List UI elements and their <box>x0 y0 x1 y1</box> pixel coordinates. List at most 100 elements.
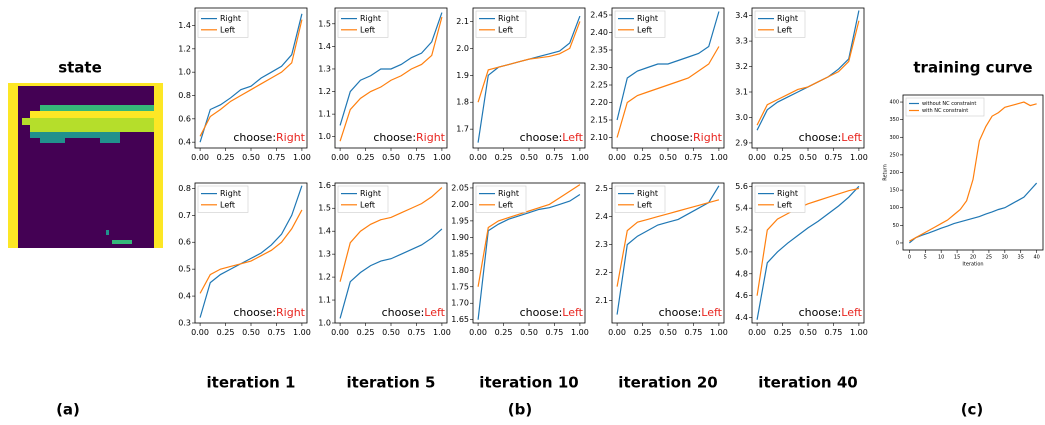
y-tick-label: 2.1 <box>456 17 469 26</box>
legend-box <box>475 10 527 38</box>
series-line <box>756 187 860 296</box>
x-tick-label: 0.50 <box>659 328 677 337</box>
legend-label: Left <box>360 25 375 34</box>
legend-label: without NC constraint <box>922 101 976 107</box>
annotation-prefix: choose: <box>233 131 276 144</box>
y-tick-label: 350 <box>889 117 899 123</box>
legend-box <box>197 185 249 213</box>
annotation: choose:Right <box>233 131 305 144</box>
y-tick-label: 3.4 <box>735 11 748 20</box>
x-tick-label: 5 <box>924 255 927 261</box>
y-tick-label: 0.4 <box>178 138 191 147</box>
y-tick-label: 1.2 <box>178 44 191 53</box>
panel-label: (a) <box>56 401 80 419</box>
y-tick-label: 1.4 <box>318 227 331 236</box>
x-tick-label: 0.25 <box>634 328 652 337</box>
y-tick-label: 50 <box>893 223 899 229</box>
panel-label: (c) <box>961 401 984 419</box>
choice: Right <box>416 131 446 144</box>
legend-label: Right <box>498 14 519 23</box>
annotation-prefix: choose: <box>659 306 702 319</box>
legend-label: Right <box>777 189 798 198</box>
x-tick-label: 0.50 <box>659 153 677 162</box>
y-tick-label: 2.2 <box>595 268 608 277</box>
y-tick-label: 3.0 <box>735 113 748 122</box>
y-axis-label: Return <box>883 164 889 181</box>
x-tick-label: 0.25 <box>774 328 792 337</box>
y-tick-label: 1.7 <box>456 125 469 134</box>
y-tick-label: 4.4 <box>735 313 748 322</box>
legend-box <box>337 10 389 38</box>
series-line <box>909 101 1037 242</box>
y-tick-label: 1.8 <box>456 98 469 107</box>
x-tick-label: 0.25 <box>495 328 513 337</box>
x-tick-label: 25 <box>986 255 992 261</box>
x-tick-label: 1.00 <box>850 328 868 337</box>
iteration-label: iteration 5 <box>347 374 436 392</box>
y-tick-label: 2.30 <box>590 63 608 72</box>
x-tick-label: 0.75 <box>825 328 843 337</box>
x-tick-label: 0.75 <box>685 328 703 337</box>
state-image <box>8 83 163 248</box>
y-tick-label: 100 <box>889 205 899 211</box>
x-tick-label: 1.00 <box>571 153 589 162</box>
y-tick-label: 300 <box>889 135 899 141</box>
y-tick-label: 0.8 <box>178 91 191 100</box>
x-tick-label: 0.75 <box>268 153 286 162</box>
legend-box <box>754 185 806 213</box>
x-tick-label: 0.00 <box>469 328 487 337</box>
legend-box <box>754 10 806 38</box>
state-title: state <box>58 59 102 77</box>
x-tick-label: 1.00 <box>293 328 311 337</box>
y-tick-label: 0.3 <box>178 319 191 328</box>
x-tick-label: 0.00 <box>608 153 626 162</box>
y-tick-label: 1.5 <box>318 19 331 28</box>
annotation-prefix: choose: <box>373 131 416 144</box>
x-tick-label: 0.00 <box>191 328 209 337</box>
choice: Left <box>562 131 583 144</box>
series-line <box>199 209 303 294</box>
y-tick-label: 0.7 <box>178 211 191 220</box>
x-tick-label: 1.00 <box>433 328 451 337</box>
y-tick-label: 3.1 <box>735 88 748 97</box>
y-tick-label: 1.0 <box>178 68 191 77</box>
x-tick-label: 0.75 <box>268 328 286 337</box>
series-line <box>477 21 581 103</box>
choice: Left <box>424 306 445 319</box>
series-line <box>616 11 720 121</box>
x-tick-label: 35 <box>1018 255 1024 261</box>
x-tick-label: 0.25 <box>217 153 235 162</box>
y-tick-label: 2.05 <box>451 183 469 192</box>
x-tick-label: 0.75 <box>825 153 843 162</box>
y-tick-label: 1.3 <box>318 250 331 259</box>
x-tick-label: 0.00 <box>469 153 487 162</box>
iteration-label: iteration 20 <box>618 374 717 392</box>
y-tick-label: 1.65 <box>451 315 469 324</box>
y-tick-label: 1.95 <box>451 216 469 225</box>
x-tick-label: 0.25 <box>634 153 652 162</box>
panel-label: (b) <box>508 401 532 419</box>
annotation-prefix: choose: <box>382 306 425 319</box>
y-tick-label: 0.5 <box>178 265 191 274</box>
y-tick-label: 400 <box>889 100 899 106</box>
choice: Left <box>562 306 583 319</box>
x-tick-label: 0.50 <box>520 328 538 337</box>
series-line <box>199 185 303 318</box>
legend-box <box>337 185 389 213</box>
x-tick-label: 0.25 <box>357 153 375 162</box>
x-tick-label: 0.00 <box>191 153 209 162</box>
x-tick-label: 0.00 <box>748 153 766 162</box>
annotation: choose:Left <box>659 306 723 319</box>
legend-label: Left <box>777 25 792 34</box>
legend-label: Left <box>498 25 513 34</box>
x-axis-label: Iteration <box>962 262 983 268</box>
y-tick-label: 1.2 <box>318 87 331 96</box>
y-tick-label: 0.8 <box>178 184 191 193</box>
y-tick-label: 2.0 <box>456 44 469 53</box>
y-tick-label: 250 <box>889 152 899 158</box>
legend-box <box>905 97 985 117</box>
y-tick-label: 3.3 <box>735 37 748 46</box>
choice: Left <box>701 306 722 319</box>
x-tick-label: 1.00 <box>571 328 589 337</box>
